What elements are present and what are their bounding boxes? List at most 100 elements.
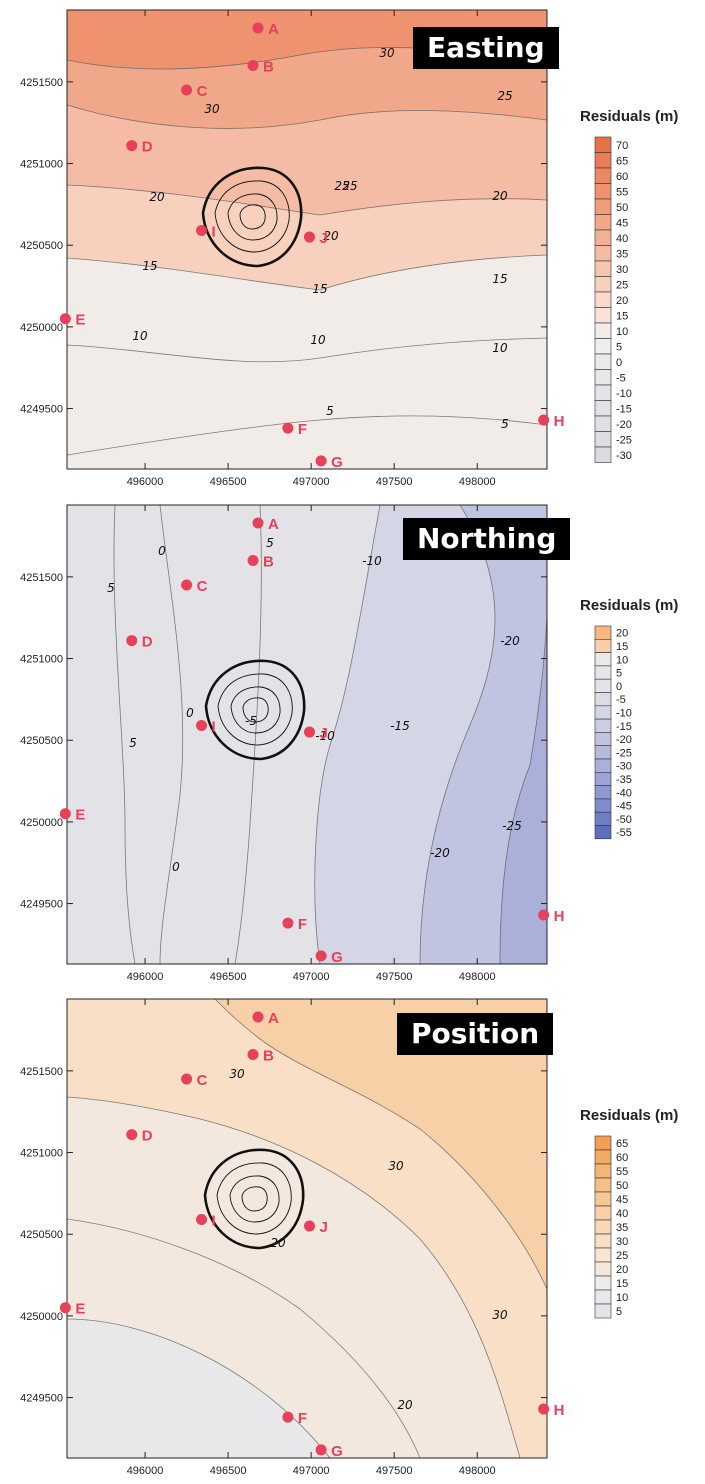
y-tick-label: 4251500 (20, 1066, 63, 1078)
station-label: E (75, 807, 85, 824)
legend-label: -45 (616, 801, 632, 813)
contour-label: -25 (502, 819, 522, 833)
station-label: I (212, 224, 216, 241)
legend-label: 0 (616, 357, 622, 369)
legend-swatch (594, 446, 612, 463)
contour-label: 25 (334, 179, 349, 193)
legend-label: -50 (616, 814, 632, 826)
crater-contour (230, 686, 281, 734)
contour-label: 20 (323, 229, 339, 243)
station-marker (196, 1214, 208, 1226)
x-tick-label: 498000 (459, 476, 496, 488)
legend-swatch (594, 1275, 612, 1291)
legend-label: 15 (616, 641, 628, 653)
legend-label: -15 (616, 721, 632, 733)
contour-label: 5 (326, 404, 334, 418)
legend-label: 10 (616, 326, 628, 338)
legend-title: Residuals (m) (580, 108, 679, 125)
legend-label: 30 (616, 1236, 628, 1248)
station-marker (196, 225, 208, 237)
contour-label: 30 (379, 46, 395, 60)
legend-swatch (594, 353, 612, 370)
legend-swatch (594, 198, 612, 215)
crater-contour (239, 204, 266, 230)
legend-swatch (594, 338, 612, 355)
contour-label: 20 (492, 189, 508, 203)
legend-label: 65 (616, 1138, 628, 1150)
legend-label: 25 (616, 279, 628, 291)
panel-title: Northing (403, 518, 571, 560)
x-tick-label: 496500 (210, 1465, 247, 1477)
contour-line (113, 504, 136, 965)
legend-label: -5 (616, 372, 626, 384)
y-tick-label: 4249500 (20, 1393, 63, 1405)
legend-title: Residuals (m) (580, 1107, 679, 1124)
station-label: C (197, 83, 208, 100)
legend-label: 40 (616, 1208, 628, 1220)
legend-label: 45 (616, 1194, 628, 1206)
station-label: A (268, 516, 279, 533)
x-tick-label: 497000 (293, 971, 330, 983)
contour-label: 20 (397, 1398, 413, 1412)
station-label: C (197, 578, 208, 595)
panel-title: Easting (413, 27, 559, 69)
y-tick-label: 4250500 (20, 240, 63, 252)
contour-line (66, 254, 548, 291)
station-marker (282, 917, 294, 929)
legend-swatch (594, 705, 612, 720)
x-tick-label: 497000 (293, 1465, 330, 1477)
station-label: I (212, 719, 216, 736)
station-label: D (142, 1128, 153, 1145)
station-marker (59, 808, 71, 820)
x-tick-label: 498000 (459, 971, 496, 983)
station-marker (252, 517, 264, 529)
x-tick-label: 496000 (127, 971, 164, 983)
legend-label: 0 (616, 681, 622, 693)
legend-swatch (594, 1261, 612, 1277)
legend-label: 10 (616, 654, 628, 666)
contour-line (234, 504, 262, 965)
contour-label: 15 (142, 259, 157, 273)
station-marker (538, 1403, 550, 1415)
y-tick-label: 4249500 (20, 404, 63, 416)
station-label: B (263, 1048, 274, 1065)
contour-line (159, 504, 184, 965)
legend-swatch (594, 1303, 612, 1319)
station-label: E (75, 312, 85, 329)
station-marker (315, 950, 327, 962)
legend-swatch (594, 652, 612, 667)
contour-fill-band (67, 10, 547, 70)
legend-swatch (594, 1135, 612, 1151)
station-label: F (298, 421, 307, 438)
legend-label: 70 (616, 140, 628, 152)
legend-label: 20 (616, 295, 628, 307)
position-map: 30 30 20 30 20 496000 496500 497000 497500 498000… (20, 998, 628, 1477)
legend-swatch (594, 322, 612, 339)
crater-contour (214, 180, 290, 253)
contour-label: 0 (158, 544, 166, 558)
x-tick-label: 497500 (376, 971, 413, 983)
station-label: D (142, 634, 153, 651)
station-marker (181, 1073, 193, 1085)
legend-label: 60 (616, 1152, 628, 1164)
y-tick-label: 4250500 (20, 1229, 63, 1241)
legend-label: 15 (616, 1278, 628, 1290)
legend-label: -30 (616, 761, 632, 773)
crater-contour (201, 166, 303, 268)
station-marker (59, 313, 71, 325)
position-panel: 30 30 20 30 20 496000 496500 497000 497500 498000… (0, 989, 705, 1484)
crater-contour (241, 1186, 268, 1212)
station-label: B (263, 59, 274, 76)
y-tick-label: 4251000 (20, 654, 63, 666)
x-tick-label: 496000 (127, 476, 164, 488)
contour-line (419, 504, 496, 965)
legend-label: -30 (616, 450, 632, 462)
legend-label: 30 (616, 264, 628, 276)
legend-swatch (594, 136, 612, 153)
legend-label: 55 (616, 1166, 628, 1178)
station-label: I (212, 1213, 216, 1230)
legend-swatch (594, 785, 612, 800)
contour-label: 25 (342, 179, 357, 193)
legend-label: 35 (616, 248, 628, 260)
